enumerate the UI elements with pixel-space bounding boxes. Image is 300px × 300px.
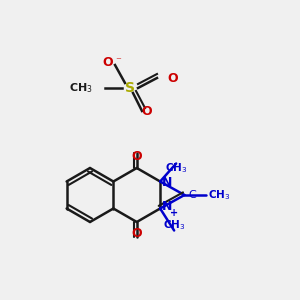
Text: N: N: [162, 200, 172, 214]
Text: O: O: [167, 71, 178, 85]
Text: S: S: [125, 81, 135, 95]
Text: +: +: [170, 208, 178, 218]
Text: O: O: [131, 227, 142, 240]
Text: C: C: [188, 190, 196, 200]
Text: CH$_3$: CH$_3$: [163, 219, 185, 232]
Text: O: O: [142, 105, 152, 118]
Text: ⁻: ⁻: [115, 56, 121, 66]
Text: CH$_3$: CH$_3$: [165, 161, 188, 175]
Text: CH$_3$: CH$_3$: [69, 81, 93, 95]
Text: O: O: [131, 150, 142, 163]
Text: CH$_3$: CH$_3$: [208, 188, 231, 202]
Text: N: N: [162, 176, 172, 190]
Text: O: O: [103, 56, 113, 69]
